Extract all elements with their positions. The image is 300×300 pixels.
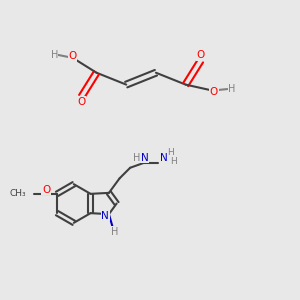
Text: H: H	[51, 50, 58, 60]
Text: N: N	[101, 211, 109, 220]
Text: H: H	[170, 157, 177, 166]
Text: H: H	[112, 226, 119, 236]
Text: H: H	[167, 148, 174, 157]
Text: O: O	[42, 185, 50, 195]
Text: H: H	[228, 84, 236, 94]
Text: O: O	[77, 97, 86, 107]
Text: CH₃: CH₃	[10, 189, 26, 198]
Text: H: H	[134, 153, 141, 163]
Text: O: O	[69, 51, 77, 62]
Text: N: N	[160, 153, 168, 163]
Text: O: O	[210, 87, 218, 97]
Text: N: N	[141, 153, 148, 163]
Text: O: O	[196, 50, 205, 61]
